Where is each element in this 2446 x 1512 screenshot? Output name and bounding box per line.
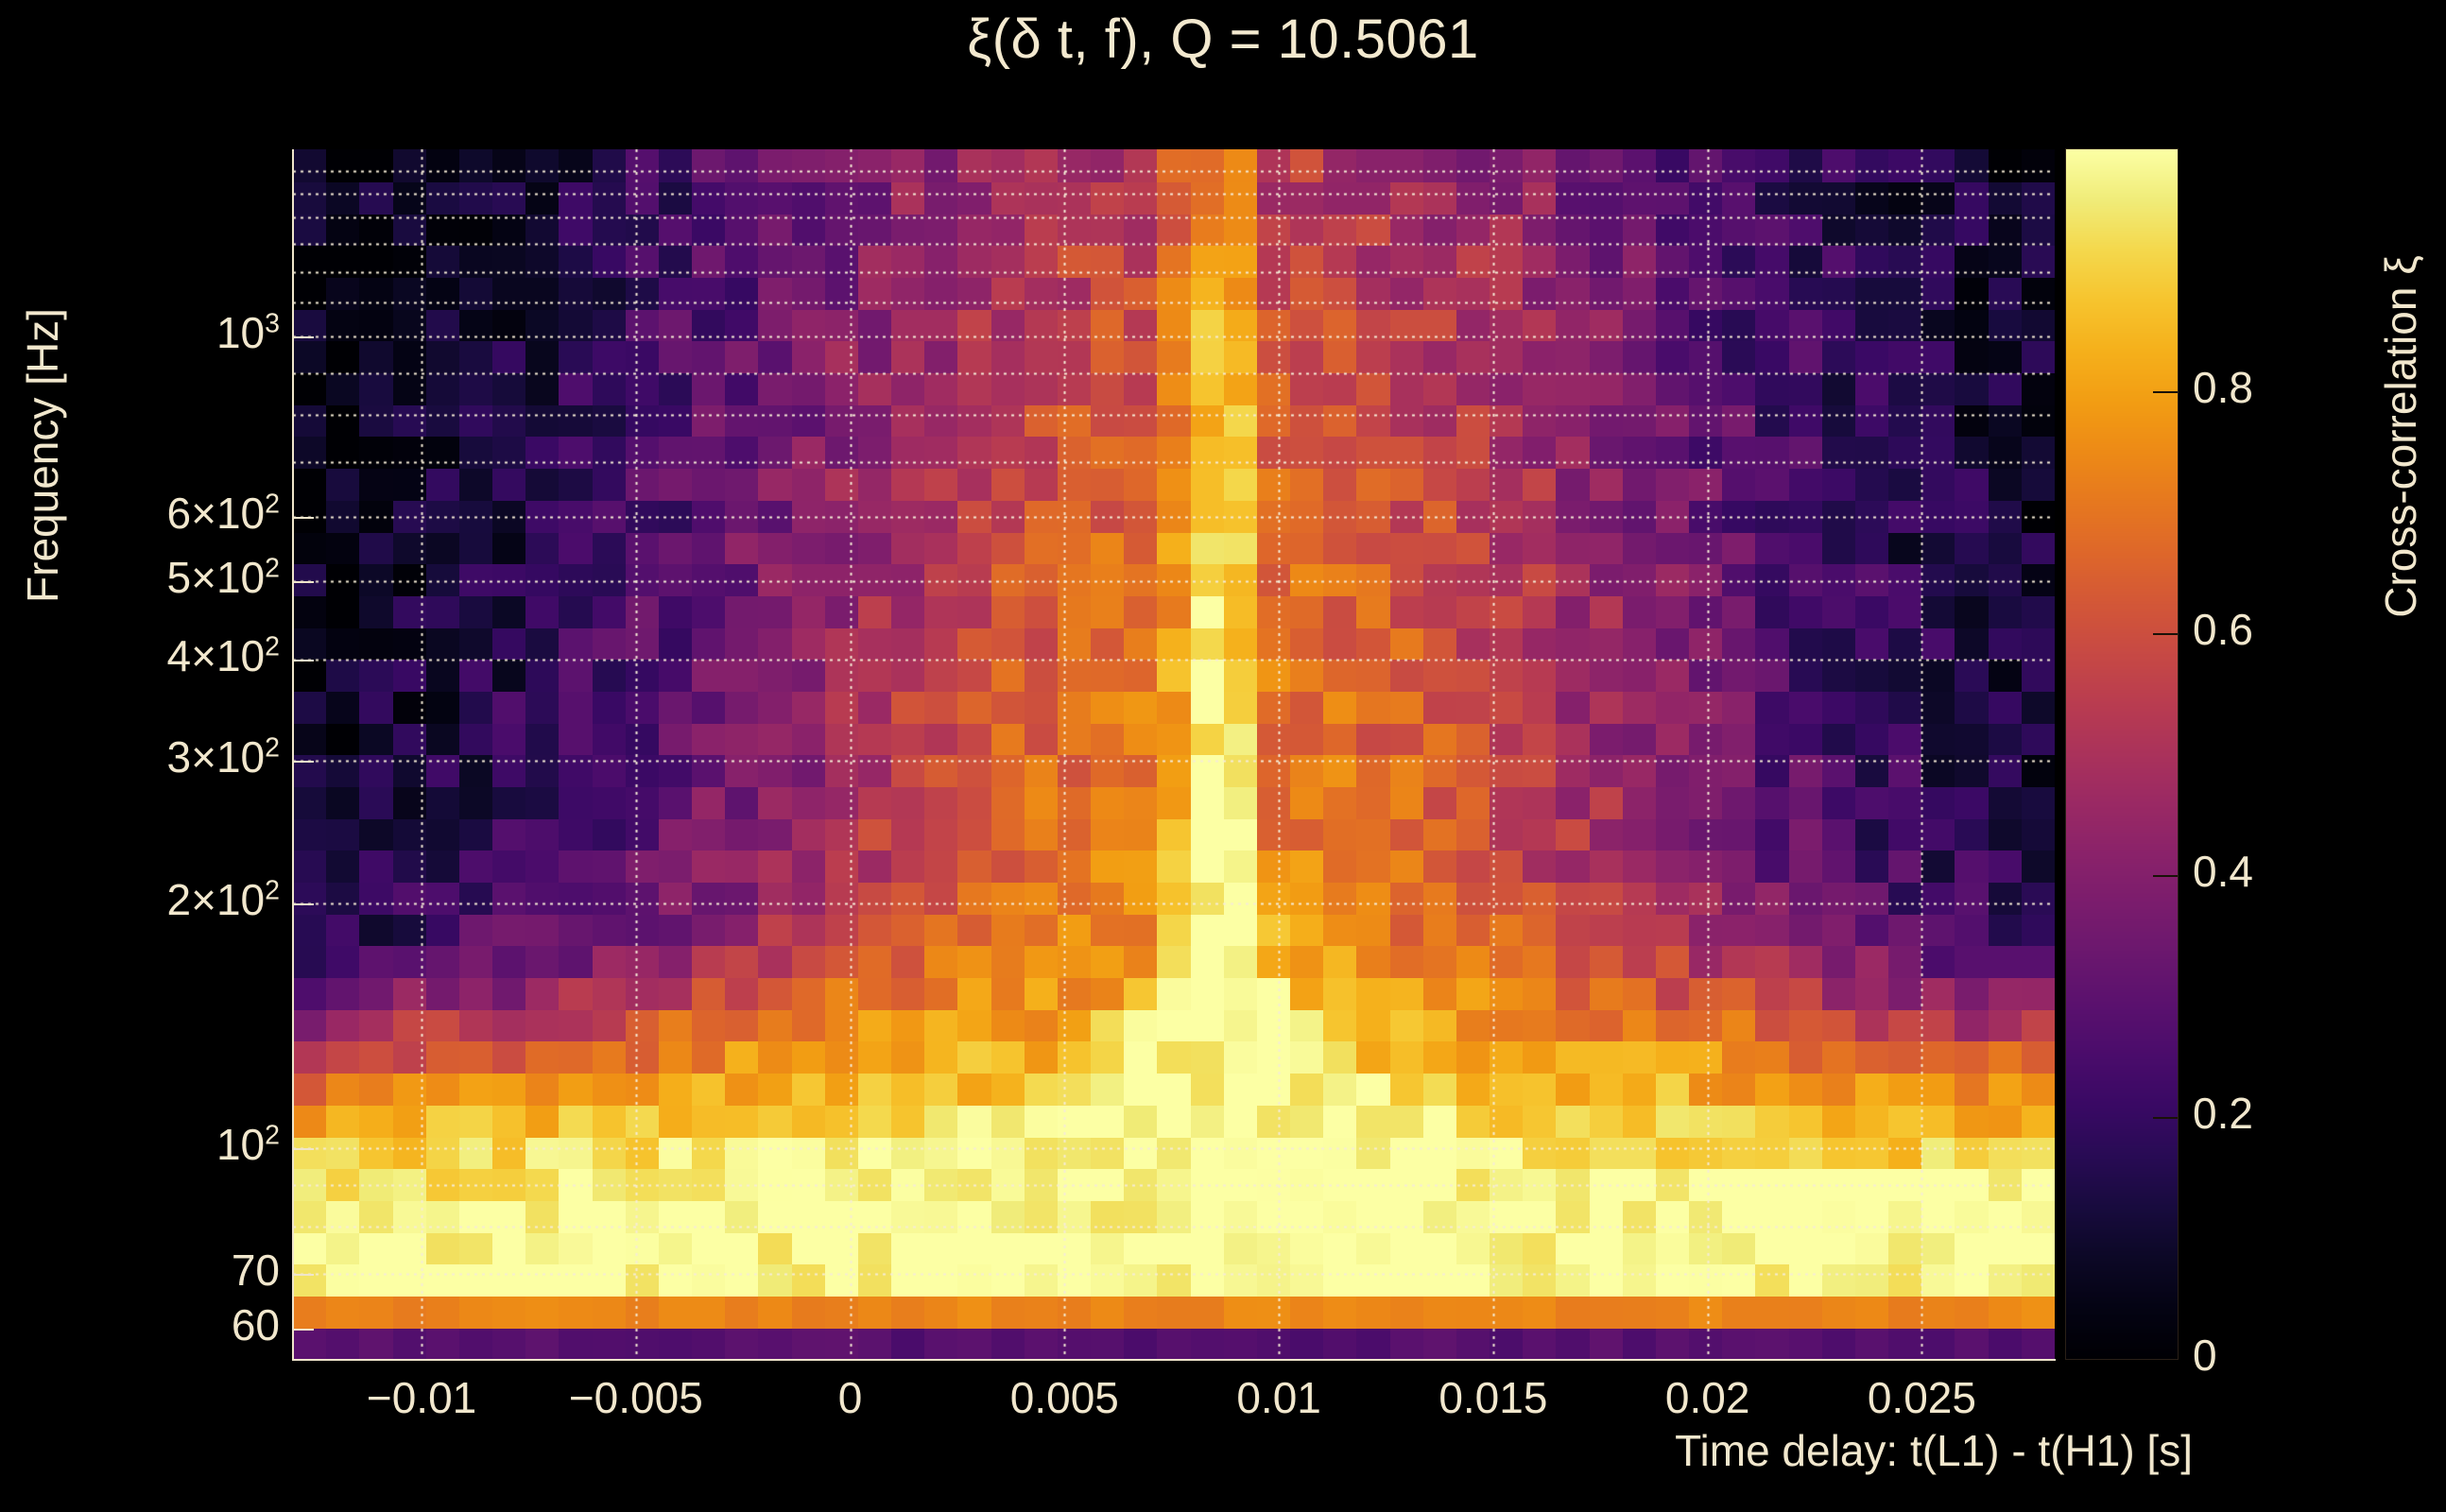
y-tick-mark-8	[293, 1329, 314, 1331]
y-tick-label-4: 3×102	[166, 732, 280, 782]
colorbar-tick-label-3: 0.6	[2193, 605, 2253, 654]
y-tick-label-7: 70	[231, 1246, 280, 1296]
x-axis-line	[292, 1359, 2056, 1361]
x-tick-label-2: 0	[837, 1373, 863, 1422]
x-tick-label-6: 0.02	[1664, 1373, 1750, 1422]
y-tick-mark-7	[293, 1274, 314, 1276]
x-tick-label-1: −0.005	[568, 1373, 703, 1422]
y-axis-line	[292, 149, 294, 1360]
y-tick-mark-0	[293, 336, 314, 338]
y-tick-label-2: 5×102	[166, 552, 280, 602]
heatmap-plot-area[interactable]	[293, 149, 2055, 1359]
y-tick-mark-1	[293, 517, 314, 519]
colorbar-tick-mark-1	[2153, 1117, 2178, 1119]
y-tick-mark-5	[293, 903, 314, 905]
y-tick-mark-4	[293, 761, 314, 763]
y-tick-label-8: 60	[231, 1299, 280, 1349]
colorbar-tick-label-0: 0	[2193, 1331, 2217, 1380]
x-tick-label-0: −0.01	[366, 1373, 477, 1422]
x-tick-label-5: 0.015	[1438, 1373, 1548, 1422]
y-tick-label-0: 103	[215, 307, 280, 357]
x-tick-label-3: 0.005	[1009, 1373, 1119, 1422]
y-tick-label-5: 2×102	[166, 875, 280, 925]
y-axis-title: Frequency [Hz]	[18, 308, 67, 603]
y-tick-label-3: 4×102	[166, 630, 280, 680]
colorbar-tick-mark-3	[2153, 633, 2178, 635]
y-tick-mark-3	[293, 660, 314, 662]
colorbar-tick-label-1: 0.2	[2193, 1089, 2253, 1138]
colorbar-tick-label-4: 0.8	[2193, 363, 2253, 412]
x-tick-label-7: 0.025	[1867, 1373, 1976, 1422]
y-tick-label-6: 102	[215, 1119, 280, 1169]
x-axis-title: Time delay: t(L1) - t(H1) [s]	[1675, 1426, 2193, 1475]
colorbar-title: Cross-correlation ξ	[2376, 255, 2425, 618]
colorbar-tick-mark-2	[2153, 875, 2178, 877]
page-title: ξ(δ t, f), Q = 10.5061	[967, 9, 1479, 70]
colorbar-tick-label-2: 0.4	[2193, 847, 2253, 896]
heatmap-image	[293, 149, 2055, 1359]
y-tick-mark-6	[293, 1148, 314, 1150]
y-tick-label-1: 6×102	[166, 488, 280, 538]
colorbar[interactable]	[2066, 149, 2178, 1359]
colorbar-gradient	[2066, 149, 2178, 1359]
colorbar-tick-mark-4	[2153, 391, 2178, 393]
y-tick-mark-2	[293, 581, 314, 583]
x-tick-label-4: 0.01	[1236, 1373, 1321, 1422]
